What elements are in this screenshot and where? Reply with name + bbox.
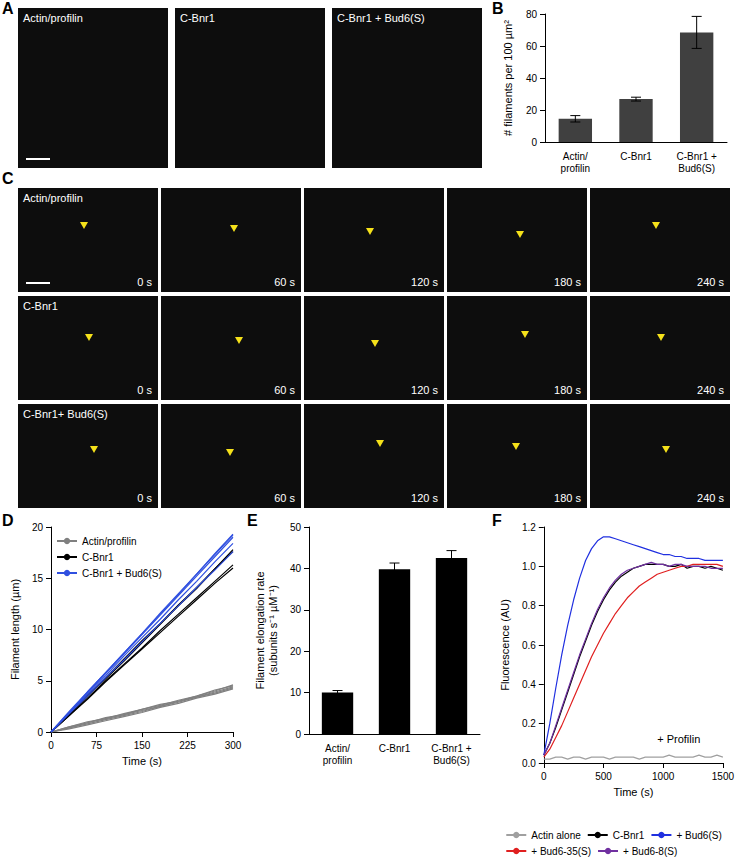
svg-text:Filament length (µm): Filament length (µm) [9, 579, 21, 680]
svg-text:30: 30 [290, 604, 302, 615]
html-text:C-Bnr1: C-Bnr1 [180, 12, 215, 24]
html-text:E: E [247, 512, 258, 529]
html-text:C-Bnr1 + Bud6(S): C-Bnr1 + Bud6(S) [337, 12, 425, 24]
html-text:C: C [2, 170, 14, 187]
html-text:C-Bnr1+ Bud6(S): C-Bnr1+ Bud6(S) [23, 408, 108, 420]
html-text:D: D [2, 512, 14, 529]
svg-text:150: 150 [134, 740, 151, 751]
svg-text:0.0: 0.0 [522, 758, 536, 769]
svg-text:C-Bnr1: C-Bnr1 [379, 743, 411, 754]
svg-text:20: 20 [290, 646, 302, 657]
svg-text:0: 0 [541, 771, 547, 782]
html-text:0 s: 0 s [137, 276, 152, 288]
svg-text:C-Bnr1 + Bud6(S): C-Bnr1 + Bud6(S) [82, 568, 162, 579]
svg-text:75: 75 [91, 740, 103, 751]
svg-text:Actin/: Actin/ [325, 743, 350, 754]
svg-text:+ Bud6(S): + Bud6(S) [676, 830, 721, 841]
svg-text:+ Bud6-35(S): + Bud6-35(S) [531, 846, 591, 857]
svg-text:Actin/profilin: Actin/profilin [82, 536, 136, 547]
svg-text:40: 40 [526, 73, 538, 84]
html-text:60 s: 60 s [274, 384, 295, 396]
svg-text:0: 0 [531, 137, 537, 148]
svg-text:Time (s): Time (s) [613, 786, 653, 798]
svg-text:C-Bnr1 +: C-Bnr1 + [431, 743, 471, 754]
svg-text:5: 5 [37, 675, 43, 686]
html-text:0 s: 0 s [137, 384, 152, 396]
svg-text:10: 10 [32, 624, 44, 635]
html-text:180 s: 180 s [554, 384, 581, 396]
html-text:B: B [492, 0, 504, 17]
svg-text:+ Profilin: + Profilin [657, 733, 700, 745]
svg-text:profilin: profilin [323, 755, 352, 766]
svg-text:40: 40 [290, 563, 302, 574]
svg-text:1.2: 1.2 [522, 522, 536, 533]
html-text:120 s: 120 s [411, 492, 438, 504]
svg-text:Bud6(S): Bud6(S) [433, 755, 470, 766]
html-text:Actin/profilin: Actin/profilin [23, 192, 83, 204]
html-text:60 s: 60 s [274, 492, 295, 504]
svg-text:Filament elongation rate: Filament elongation rate [254, 571, 266, 689]
svg-text:C-Bnr1: C-Bnr1 [620, 151, 652, 162]
svg-text:20: 20 [32, 522, 44, 533]
html-text:180 s: 180 s [554, 492, 581, 504]
svg-text:Bud6(S): Bud6(S) [678, 163, 715, 174]
html-text:240 s: 240 s [697, 276, 724, 288]
svg-text:0.8: 0.8 [522, 600, 536, 611]
svg-text:1000: 1000 [652, 771, 675, 782]
svg-text:1500: 1500 [712, 771, 735, 782]
svg-text:80: 80 [526, 9, 538, 20]
svg-text:0.4: 0.4 [522, 679, 536, 690]
html-text:240 s: 240 s [697, 384, 724, 396]
html-text:A: A [2, 0, 14, 17]
svg-text:0: 0 [295, 729, 301, 740]
svg-text:C-Bnr1 +: C-Bnr1 + [677, 151, 717, 162]
html-text:60 s: 60 s [274, 276, 295, 288]
svg-text:C-Bnr1: C-Bnr1 [82, 552, 114, 563]
svg-text:Fluorescence (AU): Fluorescence (AU) [499, 599, 511, 691]
html-text:C-Bnr1: C-Bnr1 [23, 300, 58, 312]
svg-text:225: 225 [179, 740, 196, 751]
html-text:0 s: 0 s [137, 492, 152, 504]
svg-text:1.0: 1.0 [522, 561, 536, 572]
svg-text:50: 50 [290, 522, 302, 533]
svg-text:500: 500 [595, 771, 612, 782]
svg-text:0: 0 [48, 740, 54, 751]
svg-text:15: 15 [32, 573, 44, 584]
svg-text:C-Bnr1: C-Bnr1 [613, 830, 645, 841]
svg-text:20: 20 [526, 105, 538, 116]
svg-text:0: 0 [37, 727, 43, 738]
svg-text:60: 60 [526, 41, 538, 52]
html-text:120 s: 120 s [411, 276, 438, 288]
svg-text:Actin alone: Actin alone [531, 830, 581, 841]
svg-text:# filaments per 100 µm²: # filaments per 100 µm² [502, 20, 514, 136]
svg-text:300: 300 [225, 740, 242, 751]
svg-text:Actin/: Actin/ [563, 151, 588, 162]
svg-text:10: 10 [290, 687, 302, 698]
html-text:240 s: 240 s [697, 492, 724, 504]
svg-text:Time (s): Time (s) [122, 755, 162, 767]
svg-text:(subunits s⁻¹ µM⁻¹): (subunits s⁻¹ µM⁻¹) [267, 585, 279, 676]
html-text:Actin/profilin: Actin/profilin [23, 12, 83, 24]
svg-text:+ Bud6-8(S): + Bud6-8(S) [623, 846, 677, 857]
html-text:180 s: 180 s [554, 276, 581, 288]
svg-text:0.6: 0.6 [522, 640, 536, 651]
html-text:120 s: 120 s [411, 384, 438, 396]
svg-text:profilin: profilin [561, 163, 590, 174]
html-text:F: F [492, 512, 502, 529]
svg-text:0.2: 0.2 [522, 718, 536, 729]
